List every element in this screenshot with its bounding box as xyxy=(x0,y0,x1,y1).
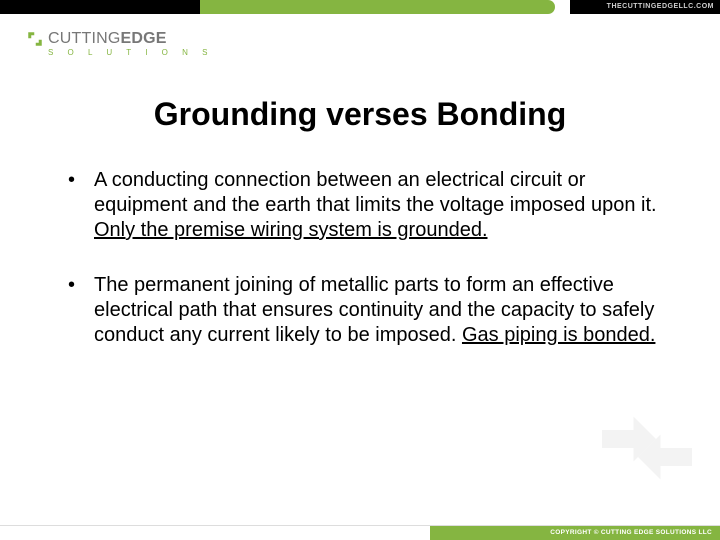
header-bar: THECUTTINGEDGELLC.COM xyxy=(0,0,720,14)
bullet-item: • A conducting connection between an ele… xyxy=(68,168,660,243)
slide: THECUTTINGEDGELLC.COM CUTTINGEDGE S O L … xyxy=(0,0,720,540)
header-url: THECUTTINGEDGELLC.COM xyxy=(607,0,714,14)
logo-text: CUTTINGEDGE xyxy=(48,30,167,48)
logo-subtext: S O L U T I O N S xyxy=(48,48,213,57)
watermark-arrows-icon xyxy=(592,403,702,498)
bullet-underlined: Gas piping is bonded. xyxy=(462,324,655,346)
header-left-segment xyxy=(0,0,200,14)
bullet-text: A conducting connection between an elect… xyxy=(94,168,660,243)
slide-title: Grounding verses Bonding xyxy=(0,96,720,133)
header-green-segment xyxy=(200,0,555,14)
footer-copyright: COPYRIGHT © CUTTING EDGE SOLUTIONS LLC xyxy=(550,526,712,540)
bullet-item: • The permanent joining of metallic part… xyxy=(68,273,660,348)
footer-bar: COPYRIGHT © CUTTING EDGE SOLUTIONS LLC xyxy=(0,526,720,540)
logo-word-edge: EDGE xyxy=(121,30,167,47)
slide-body: • A conducting connection between an ele… xyxy=(68,168,660,378)
logo-row: CUTTINGEDGE xyxy=(26,30,213,48)
logo-mark-icon xyxy=(26,30,44,48)
company-logo: CUTTINGEDGE S O L U T I O N S xyxy=(26,30,213,57)
bullet-marker: • xyxy=(68,273,94,348)
bullet-text: The permanent joining of metallic parts … xyxy=(94,273,660,348)
bullet-underlined: Only the premise wiring system is ground… xyxy=(94,219,488,241)
bullet-marker: • xyxy=(68,168,94,243)
bullet-plain: A conducting connection between an elect… xyxy=(94,169,657,216)
logo-word-cutting: CUTTING xyxy=(48,30,121,47)
